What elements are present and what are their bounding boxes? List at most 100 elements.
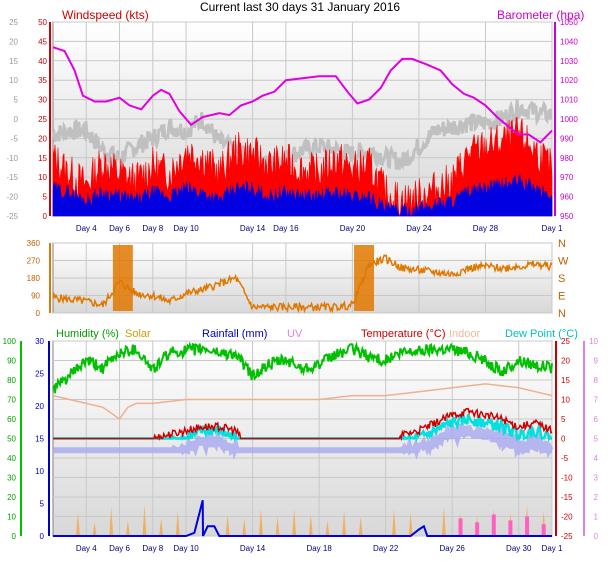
solar-spike — [308, 514, 313, 536]
barometer-tick-label: 970 — [560, 173, 574, 182]
legend-rainfall: Rainfall (mm) — [202, 328, 267, 340]
temperature-tick-label: 0 — [561, 435, 566, 444]
solar-spike — [92, 522, 97, 536]
outer-tick-label: -15 — [6, 173, 18, 182]
solar-spike — [391, 508, 396, 536]
x-tick-label: Day 6 — [109, 544, 130, 553]
solar-spike — [408, 512, 413, 536]
legend-indoor: Indoor — [449, 328, 481, 340]
legend-uv: UV — [287, 328, 303, 340]
outer-tick-label: -25 — [6, 212, 18, 221]
compass-label: N — [558, 238, 566, 250]
x-tick-label: Day 8 — [142, 544, 163, 553]
uv-tick-label: 0 — [594, 532, 599, 541]
uv-tick-label: 4 — [594, 454, 599, 463]
wind-direction-line — [52, 254, 553, 314]
barometer-tick-label: 950 — [560, 212, 574, 221]
solar-spike — [258, 508, 263, 536]
humidity-line — [52, 341, 553, 394]
solar-spike — [175, 510, 180, 536]
wind-tick-label: 45 — [38, 37, 47, 46]
x-tick-label: Day 4 — [76, 544, 97, 553]
outer-tick-label: -5 — [11, 134, 19, 143]
uv-tick-label: 5 — [594, 435, 599, 444]
wind-direction-dense-block — [112, 245, 133, 311]
barometer-tick-label: 1020 — [560, 76, 578, 85]
temperature-tick-label: 25 — [561, 337, 570, 346]
x-tick-label: Day 20 — [340, 224, 366, 233]
solar-spike — [342, 510, 347, 536]
legend-temperature: Temperature (°C) — [361, 328, 445, 340]
direction-tick-label: 0 — [36, 309, 41, 318]
temperature-line — [53, 407, 553, 442]
humidity-temperature-panel: Humidity (%) Solar Rainfall (mm) UV Temp… — [3, 328, 599, 553]
solar-spike — [142, 504, 147, 536]
chart-title: Current last 30 days 31 January 2016 — [200, 0, 400, 14]
wind-average-area — [52, 173, 553, 217]
humidity-tick-label: 70 — [7, 396, 16, 405]
x-tick-label: Day 18 — [306, 544, 332, 553]
temperature-tick-label: 15 — [561, 376, 570, 385]
compass-label: S — [558, 273, 565, 285]
humidity-tick-label: 40 — [7, 454, 16, 463]
rainfall-tick-label: 15 — [35, 435, 44, 444]
barometer-tick-label: 1030 — [560, 57, 578, 66]
x-tick-label: Day 1 — [542, 224, 563, 233]
x-tick-label: Day 6 — [109, 224, 130, 233]
wind-tick-label: 35 — [38, 76, 47, 85]
wind-tick-label: 40 — [38, 57, 47, 66]
rainfall-tick-label: 5 — [40, 500, 45, 509]
compass-label: E — [558, 291, 565, 303]
wind-tick-label: 0 — [43, 212, 48, 221]
humidity-tick-label: 30 — [7, 474, 16, 483]
x-tick-label: Day 10 — [173, 544, 199, 553]
temperature-tick-label: -10 — [561, 474, 573, 483]
uv-tick-label: 7 — [594, 396, 599, 405]
x-tick-label: Day 4 — [76, 224, 97, 233]
solar-spike — [125, 520, 130, 536]
barometer-tick-label: 980 — [560, 154, 574, 163]
outer-tick-label: 20 — [9, 37, 18, 46]
wind-tick-label: 5 — [43, 193, 48, 202]
humidity-tick-label: 0 — [12, 532, 17, 541]
humidity-tick-label: 50 — [7, 435, 16, 444]
rainfall-tick-label: 20 — [35, 402, 44, 411]
legend-dew-point: Dew Point (°C) — [505, 328, 578, 340]
compass-label: W — [558, 256, 569, 268]
uv-bar — [458, 518, 463, 536]
solar-spike — [75, 512, 80, 536]
wind-tick-label: 25 — [38, 115, 47, 124]
rainfall-tick-label: 10 — [35, 467, 44, 476]
x-tick-label: Day 26 — [440, 544, 466, 553]
humidity-tick-label: 100 — [3, 337, 17, 346]
barometer-line — [52, 46, 553, 144]
dew-point-spread-band — [53, 421, 554, 461]
wind-tick-label: 50 — [38, 18, 47, 27]
barometer-tick-label: 990 — [560, 134, 574, 143]
humidity-tick-label: 80 — [7, 376, 16, 385]
uv-tick-label: 8 — [594, 376, 599, 385]
x-tick-label: Day 8 — [142, 224, 163, 233]
wind-gust-line — [51, 98, 553, 177]
uv-tick-label: 1 — [594, 513, 599, 522]
rainfall-tick-label: 30 — [35, 337, 44, 346]
solar-spike — [159, 518, 164, 536]
humidity-tick-label: 20 — [7, 493, 16, 502]
temperature-tick-label: -20 — [561, 513, 573, 522]
uv-tick-label: 3 — [594, 474, 599, 483]
solar-spike — [242, 518, 247, 536]
temperature-tick-label: 20 — [561, 357, 570, 366]
outer-tick-label: 5 — [14, 96, 19, 105]
uv-tick-label: 9 — [594, 357, 599, 366]
direction-tick-label: 180 — [27, 274, 41, 283]
wind-tick-label: 10 — [38, 173, 47, 182]
temperature-tick-label: 10 — [561, 396, 570, 405]
barometer-tick-label: 1010 — [560, 96, 578, 105]
wind-tick-label: 30 — [38, 96, 47, 105]
direction-tick-label: 360 — [27, 239, 41, 248]
solar-spike — [275, 516, 280, 536]
temperature-tick-label: 5 — [561, 415, 566, 424]
uv-tick-label: 6 — [594, 415, 599, 424]
